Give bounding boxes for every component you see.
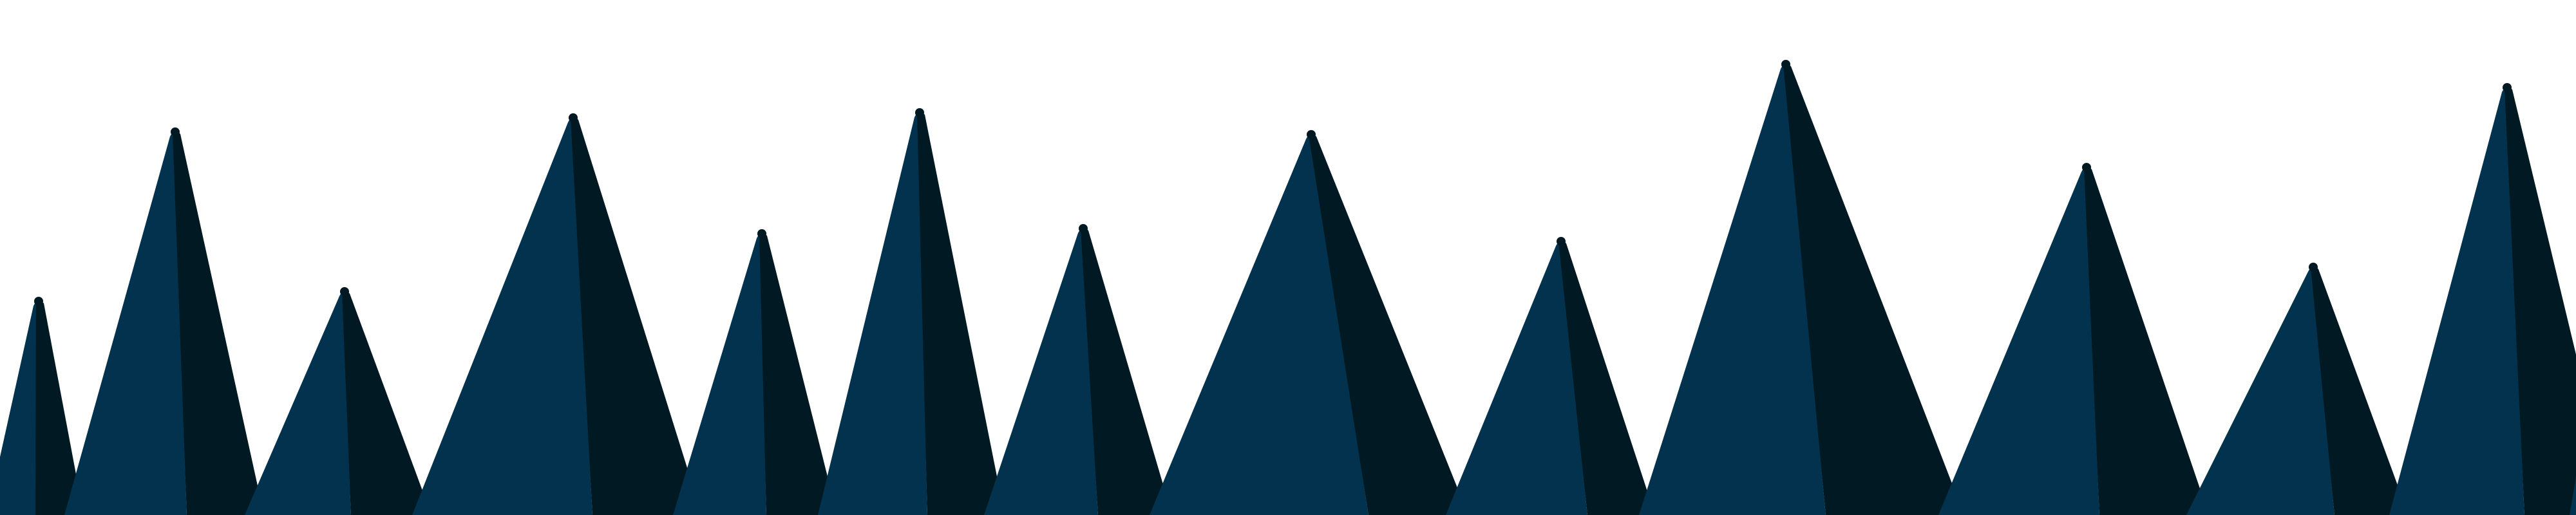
mountain-peak-14-lit-face [2570, 476, 2576, 515]
mountain-peak-2-summit [171, 127, 180, 136]
mountain-peak-6-shadow-face [916, 111, 1005, 515]
mountain-peak-1-lit-face [0, 301, 36, 515]
mountain-peak-3-summit [340, 287, 349, 296]
mountain-peak-11-summit [2082, 163, 2091, 172]
mountain-peak-6-lit-face [818, 113, 927, 515]
mountain-peak-10-summit [1781, 60, 1790, 69]
mountain-peak-3-lit-face [245, 292, 351, 515]
mountain-peak-8-lit-face [1150, 135, 1368, 515]
mountain-peak-3-shadow-face [341, 290, 431, 515]
mountain-peak-7-summit [1079, 224, 1088, 233]
mountain-peak-13-summit [2503, 83, 2512, 92]
mountain-peaks-group [0, 60, 2576, 515]
mountain-peak-4-shadow-face [569, 116, 702, 515]
mountain-peak-12-lit-face [2186, 267, 2334, 515]
mountain-peak-6-summit [915, 108, 924, 117]
mountain-peak-12-shadow-face [2309, 265, 2409, 515]
mountain-peak-5-shadow-face [758, 232, 837, 515]
mountain-peak-2-shadow-face [171, 130, 264, 515]
mountain-peak-9-summit [1557, 237, 1566, 246]
mountain-peak-13-lit-face [2389, 88, 2524, 515]
mountain-peak-8-shadow-face [1307, 133, 1468, 515]
mountain-peak-9-shadow-face [1557, 239, 1655, 515]
mountain-peak-5-summit [757, 229, 766, 238]
mountain-peak-5-lit-face [673, 234, 766, 515]
mountain-peak-7-lit-face [984, 229, 1098, 515]
mountain-peak-7-shadow-face [1079, 227, 1172, 515]
mountain-peak-4-lit-face [412, 118, 592, 515]
mountain-peak-11-lit-face [1938, 167, 2099, 515]
mountain-peak-9-lit-face [1446, 241, 1587, 515]
mountain-peak-1-summit [34, 297, 43, 306]
mountain-peak-13-shadow-face [2503, 86, 2576, 515]
mountain-peak-11-shadow-face [2083, 165, 2209, 515]
mountain-peak-10-shadow-face [1782, 62, 1964, 515]
mountain-peak-12-summit [2309, 263, 2318, 272]
mountain-peak-8-summit [1307, 130, 1316, 139]
mountain-peak-2-lit-face [64, 132, 187, 515]
mountain-peak-4-summit [569, 113, 578, 122]
mountain-peak-10-lit-face [1639, 64, 1826, 515]
mountain-peak-1-shadow-face [35, 299, 84, 515]
